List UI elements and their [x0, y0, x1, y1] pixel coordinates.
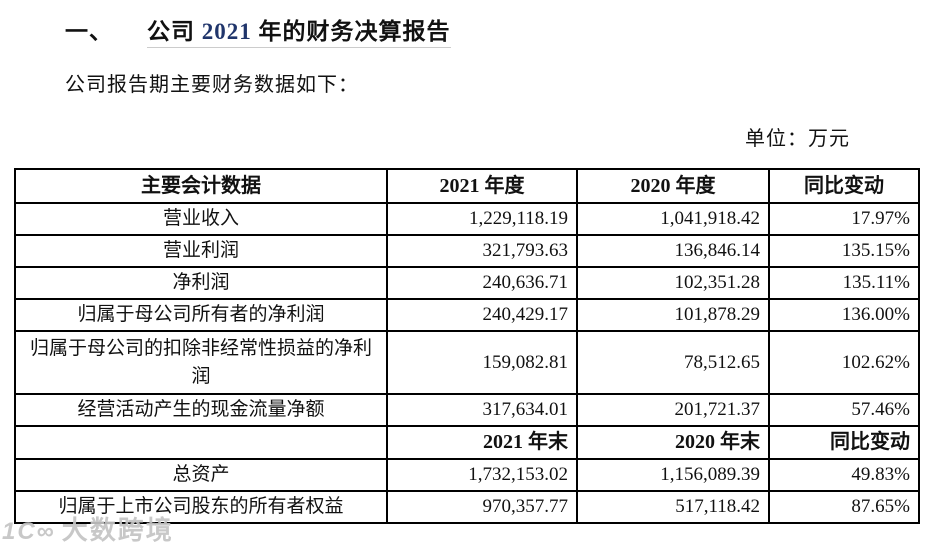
row-label: 经营活动产生的现金流量净额	[14, 393, 388, 427]
watermark: 1C∞ 大数跨境	[2, 510, 174, 547]
value-change: 135.15%	[768, 234, 920, 268]
value-2021: 1,732,153.02	[386, 458, 578, 492]
header-2021-period: 2021 年度	[386, 168, 578, 204]
row-label: 营业利润	[14, 234, 388, 268]
value-change: 17.97%	[768, 202, 920, 236]
table-row: 归属于上市公司股东的所有者权益 970,357.77 517,118.42 87…	[14, 490, 920, 524]
value-2021: 240,636.71	[386, 266, 578, 300]
value-change: 136.00%	[768, 298, 920, 332]
heading-year: 2021	[201, 19, 252, 44]
subheader-empty	[14, 425, 388, 460]
value-2020: 102,351.28	[576, 266, 770, 300]
value-2021: 970,357.77	[386, 490, 578, 524]
table-header-row: 主要会计数据 2021 年度 2020 年度 同比变动	[14, 168, 920, 204]
heading-text: 公司 2021 年的财务决算报告	[147, 19, 451, 48]
value-2021: 317,634.01	[386, 393, 578, 427]
financial-data-table: 主要会计数据 2021 年度 2020 年度 同比变动 营业收入 1,229,1…	[14, 168, 920, 524]
table-row: 归属于母公司所有者的净利润 240,429.17 101,878.29 136.…	[14, 298, 920, 332]
value-2021: 159,082.81	[386, 330, 578, 395]
row-label: 归属于母公司的扣除非经常性损益的净利润	[14, 330, 388, 395]
row-label: 归属于母公司所有者的净利润	[14, 298, 388, 332]
section-heading: 一、 公司 2021 年的财务决算报告	[65, 12, 451, 48]
table-row: 营业收入 1,229,118.19 1,041,918.42 17.97%	[14, 202, 920, 236]
table-row: 归属于母公司的扣除非经常性损益的净利润 159,082.81 78,512.65…	[14, 330, 920, 395]
value-2021: 240,429.17	[386, 298, 578, 332]
value-2020: 517,118.42	[576, 490, 770, 524]
value-2020: 78,512.65	[576, 330, 770, 395]
header-main-accounting-data: 主要会计数据	[14, 168, 388, 204]
value-change: 135.11%	[768, 266, 920, 300]
value-2020: 101,878.29	[576, 298, 770, 332]
value-2020: 136,846.14	[576, 234, 770, 268]
intro-text: 公司报告期主要财务数据如下：	[65, 74, 359, 96]
row-label: 净利润	[14, 266, 388, 300]
value-2020: 201,721.37	[576, 393, 770, 427]
table-row: 营业利润 321,793.63 136,846.14 135.15%	[14, 234, 920, 268]
value-change: 49.83%	[768, 458, 920, 492]
header-yoy-change: 同比变动	[768, 168, 920, 204]
value-2021: 1,229,118.19	[386, 202, 578, 236]
table-subheader-row: 2021 年末 2020 年末 同比变动	[14, 425, 920, 460]
unit-label: 单位：万元	[745, 128, 850, 150]
subheader-2021-yearend: 2021 年末	[386, 425, 578, 460]
heading-part2: 年的财务决算报告	[251, 19, 451, 44]
heading-part1: 公司	[147, 19, 202, 44]
watermark-text: 大数跨境	[61, 515, 174, 545]
value-2020: 1,156,089.39	[576, 458, 770, 492]
watermark-logo-icon: 1C∞	[2, 518, 56, 545]
value-2021: 321,793.63	[386, 234, 578, 268]
value-change: 102.62%	[768, 330, 920, 395]
header-2020-period: 2020 年度	[576, 168, 770, 204]
table-row: 经营活动产生的现金流量净额 317,634.01 201,721.37 57.4…	[14, 393, 920, 427]
row-label: 营业收入	[14, 202, 388, 236]
heading-number: 一、	[65, 19, 113, 44]
value-2020: 1,041,918.42	[576, 202, 770, 236]
value-change: 57.46%	[768, 393, 920, 427]
table-row: 净利润 240,636.71 102,351.28 135.11%	[14, 266, 920, 300]
table-row: 总资产 1,732,153.02 1,156,089.39 49.83%	[14, 458, 920, 492]
value-change: 87.65%	[768, 490, 920, 524]
subheader-yoy-change: 同比变动	[768, 425, 920, 460]
subheader-2020-yearend: 2020 年末	[576, 425, 770, 460]
row-label: 归属于上市公司股东的所有者权益	[14, 490, 388, 524]
row-label: 总资产	[14, 458, 388, 492]
